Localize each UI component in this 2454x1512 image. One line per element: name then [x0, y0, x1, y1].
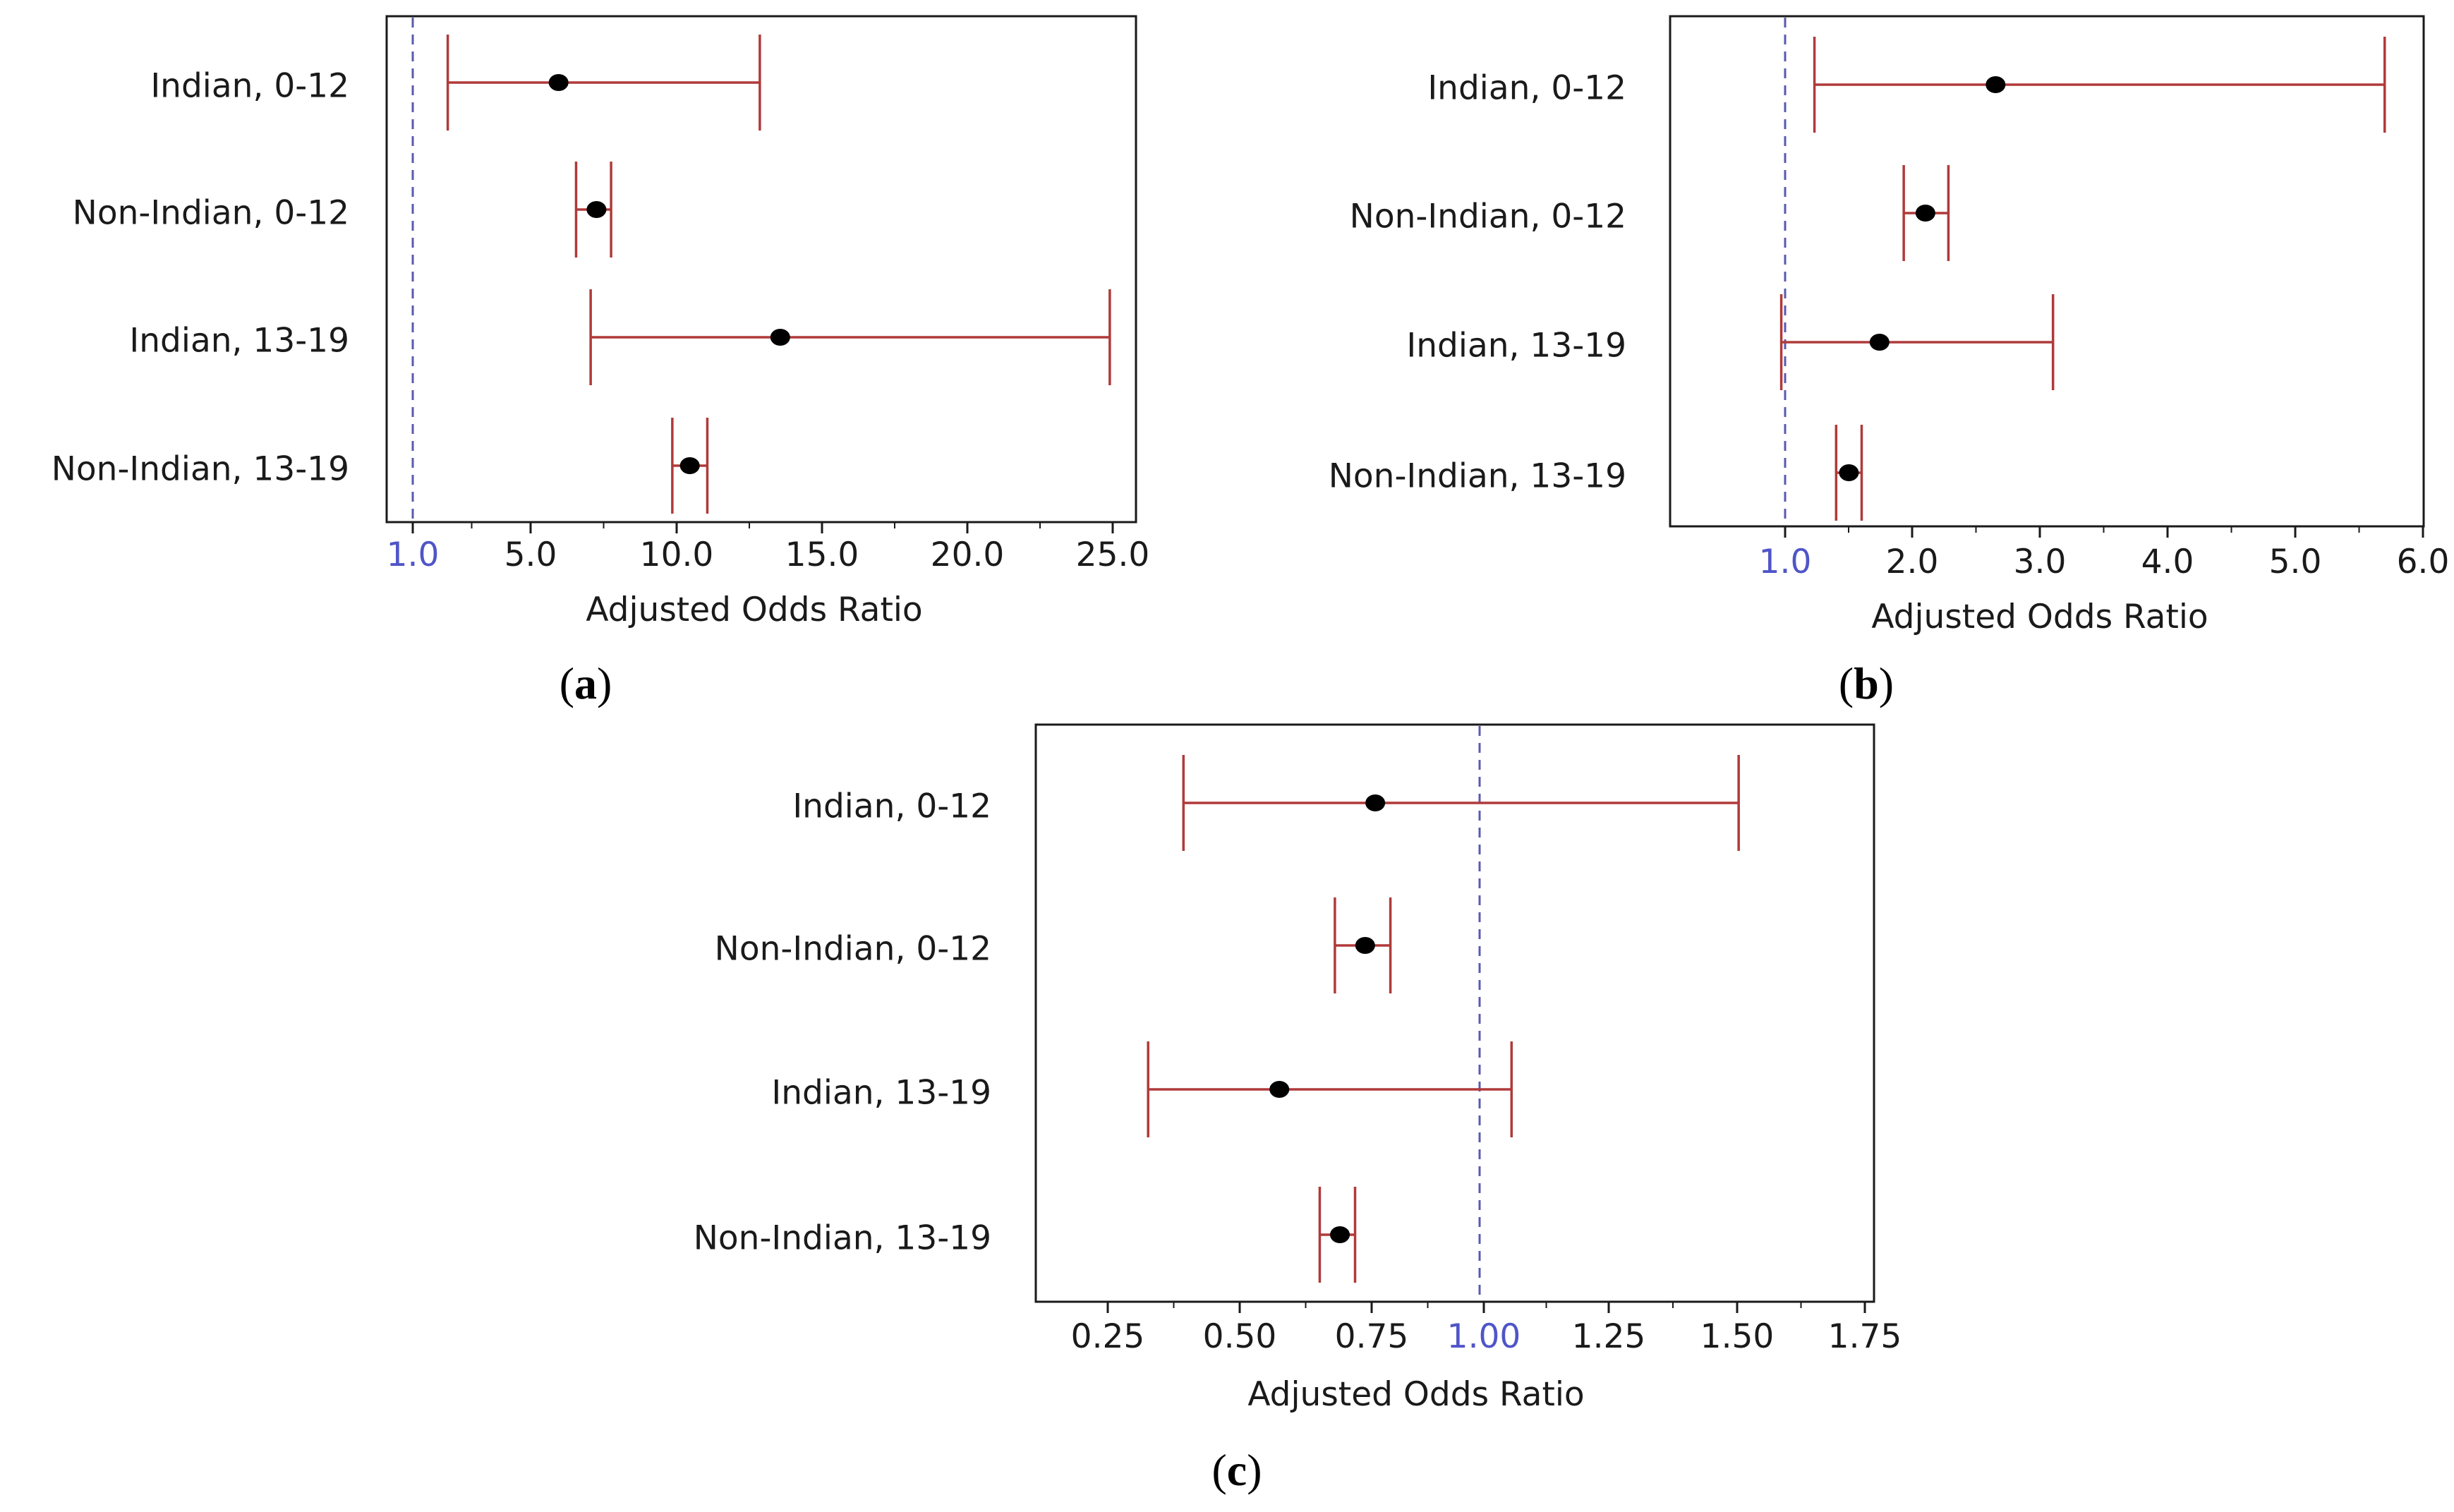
x-tick-label: 10.0 [640, 536, 714, 574]
row-label: Indian, 0-12 [1427, 69, 1626, 108]
point-estimate [548, 74, 569, 91]
plot-frame [1034, 723, 1875, 1303]
x-tick-label: 15.0 [785, 536, 859, 574]
row-label: Non-Indian, 13-19 [52, 450, 349, 489]
x-tick-label: 1.50 [1700, 1317, 1775, 1356]
point-estimate [1839, 464, 1859, 481]
row-label: Indian, 13-19 [771, 1074, 991, 1113]
x-tick-label: 5.0 [2269, 543, 2322, 581]
point-estimate [1985, 76, 2006, 93]
point-estimate [679, 457, 700, 474]
row-label: Non-Indian, 13-19 [694, 1219, 991, 1258]
point-estimate [1330, 1226, 1350, 1243]
x-tick-label: 25.0 [1076, 536, 1150, 574]
row-label: Non-Indian, 13-19 [1329, 457, 1626, 496]
point-estimate [1869, 334, 1890, 351]
panel-caption: (b) [1839, 658, 1894, 708]
panel-b: 1.0 2.0 3.0 4.0 5.0 6.0 Adjusted Odds Ratio Ind… [1329, 15, 2450, 708]
row-label: Non-Indian, 0-12 [715, 930, 991, 969]
row-label: Indian, 0-12 [150, 67, 349, 106]
point-estimate [770, 329, 790, 346]
point-estimate [1915, 205, 1935, 222]
x-tick-label: 2.0 [1886, 543, 1939, 581]
x-axis-title: Adjusted Odds Ratio [1247, 1375, 1584, 1414]
panel-a: 1.0 5.0 10.0 15.0 20.0 25.0 Adjusted Odds Rati… [52, 15, 1150, 708]
x-tick-label: 20.0 [931, 536, 1005, 574]
row-label: Non-Indian, 0-12 [73, 194, 349, 233]
point-estimate [1365, 794, 1386, 811]
row-label: Non-Indian, 0-12 [1350, 198, 1626, 236]
row-label: Indian, 13-19 [129, 322, 349, 361]
x-tick-label: 5.0 [504, 536, 557, 574]
x-tick-label: 1.75 [1828, 1317, 1902, 1356]
panel-caption: (c) [1211, 1445, 1262, 1495]
row-label: Indian, 0-12 [792, 787, 991, 826]
x-tick-label: 0.25 [1071, 1317, 1145, 1356]
point-estimate [1269, 1081, 1290, 1098]
x-tick-label: 1.0 [1759, 543, 1812, 581]
x-tick-label: 6.0 [2397, 543, 2450, 581]
x-tick-label: 0.50 [1203, 1317, 1277, 1356]
panel-c: 0.25 0.50 0.75 1.00 1.25 1.50 1.75 Adjusted Odd… [694, 723, 1902, 1495]
x-axis-title: Adjusted Odds Ratio [1871, 598, 2208, 636]
row-label: Indian, 13-19 [1406, 327, 1626, 365]
point-estimate [586, 201, 607, 218]
plot-frame [1669, 15, 2425, 528]
x-tick-label: 1.25 [1572, 1317, 1646, 1356]
x-tick-label: 4.0 [2141, 543, 2194, 581]
x-tick-label: 1.0 [387, 536, 440, 574]
point-estimate [1355, 937, 1375, 954]
x-tick-label: 3.0 [2014, 543, 2067, 581]
x-tick-label: 0.75 [1335, 1317, 1409, 1356]
x-axis-title: Adjusted Odds Ratio [586, 591, 922, 629]
x-tick-label: 1.00 [1447, 1317, 1521, 1356]
panel-caption: (a) [560, 658, 612, 708]
plot-frame [385, 15, 1137, 524]
